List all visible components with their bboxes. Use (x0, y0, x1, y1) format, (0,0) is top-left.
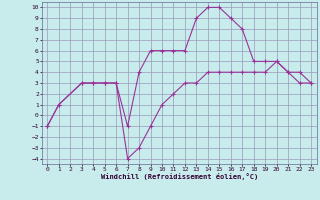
X-axis label: Windchill (Refroidissement éolien,°C): Windchill (Refroidissement éolien,°C) (100, 173, 258, 180)
